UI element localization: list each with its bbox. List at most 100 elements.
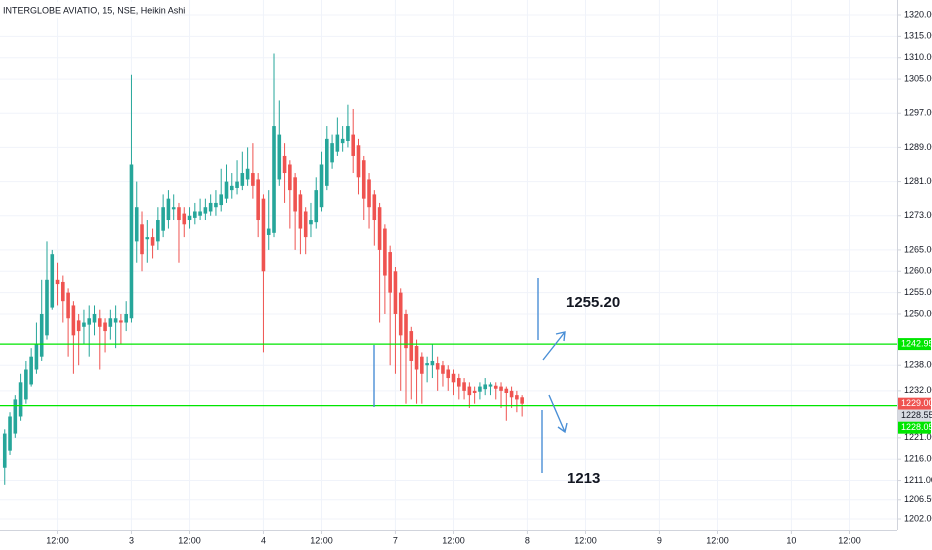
candle-body (367, 179, 371, 208)
candle-body (351, 134, 356, 156)
candle-body (166, 198, 171, 221)
candle-body (224, 181, 229, 199)
price-tag (898, 409, 931, 422)
candle-body (39, 313, 44, 357)
chart-title: INTERGLOBE AVIATIO, 15, NSE, Heikin Ashi (3, 5, 185, 15)
candle-body (383, 228, 387, 276)
candles (2, 53, 524, 485)
candle-body (134, 207, 139, 242)
price-tag-label: 1229.00 (901, 398, 932, 408)
candle-body (129, 164, 134, 319)
candle-body (462, 382, 466, 391)
candle-body (187, 215, 192, 221)
x-tick-label: 12:00 (46, 535, 69, 545)
y-tick-label: 1310.00 (904, 52, 932, 62)
x-tick-label: 12:00 (838, 535, 861, 545)
candle-body (177, 207, 181, 221)
candle-body (34, 343, 39, 370)
candle-body (87, 318, 92, 325)
x-tick-label: 12:00 (574, 535, 597, 545)
x-tick-label: 3 (129, 535, 134, 545)
candle-body (346, 126, 350, 141)
candle-body (282, 155, 287, 174)
candle-body (435, 363, 440, 370)
y-tick-label: 1250.00 (904, 308, 932, 318)
y-tick-label: 1297.00 (904, 108, 932, 118)
y-tick-label: 1202.00 (904, 513, 932, 523)
candle-body (483, 384, 487, 390)
candle-body (335, 134, 340, 152)
annotation: 1213 (567, 470, 600, 487)
candle-body (161, 207, 165, 231)
y-tick-label: 1255.00 (904, 287, 932, 297)
price-tag-label: 1242.95 (901, 338, 932, 348)
candle-body (414, 346, 419, 370)
candle-body (219, 194, 224, 206)
arrow-down (548, 394, 568, 434)
price-tag-label: 1228.05 (901, 422, 932, 432)
candle-body (103, 322, 107, 332)
y-tick-label: 1315.00 (904, 31, 932, 41)
candle-body (425, 363, 429, 366)
candle-body (108, 318, 113, 327)
candle-body (261, 198, 266, 272)
candle-body (251, 173, 255, 186)
candle-body (113, 318, 118, 323)
candle-body (229, 185, 234, 191)
candle-body (203, 207, 208, 214)
annotation: 1255.20 (566, 294, 620, 311)
y-tick-label: 1265.00 (904, 244, 932, 254)
x-tick-label: 12:00 (706, 535, 729, 545)
candle-body (314, 190, 319, 223)
y-axis-bg (897, 0, 932, 550)
candle-body (488, 384, 493, 387)
candle-body (325, 138, 329, 186)
candle-body (446, 369, 451, 379)
candle-body (520, 397, 524, 404)
candle-body (266, 228, 271, 235)
candle-body (156, 220, 160, 242)
candle-body (76, 320, 81, 332)
candle-body (272, 126, 276, 233)
candle-body (235, 181, 239, 188)
candle-body (319, 164, 324, 208)
x-tick-label: 12:00 (178, 535, 201, 545)
candle-body (361, 160, 366, 199)
candle-body (140, 224, 144, 255)
candle-body (340, 138, 345, 144)
y-tick-label: 1260.00 (904, 266, 932, 276)
candle-body (409, 331, 414, 361)
candle-body (29, 356, 33, 385)
candle-body (288, 164, 292, 191)
price-tag (898, 338, 931, 351)
x-axis-bg (0, 530, 932, 550)
candle-body (240, 173, 245, 186)
title-bg (0, 2, 160, 18)
candle-body (309, 220, 313, 225)
y-tick-label: 1211.00 (904, 475, 932, 485)
candle-body (451, 373, 456, 383)
candle-body (82, 322, 86, 327)
candle-body (193, 211, 197, 218)
candle-body (493, 385, 498, 389)
candle-body (214, 202, 218, 208)
candle-body (245, 168, 250, 180)
x-tick-label: 9 (657, 535, 662, 545)
x-tick-label: 12:00 (442, 535, 465, 545)
x-tick-label: 10 (786, 535, 796, 545)
candle-body (71, 305, 76, 336)
grid (0, 0, 897, 530)
candle-body (356, 145, 361, 178)
candle-body (509, 390, 514, 398)
candle-body (515, 395, 519, 400)
candle-body (92, 313, 97, 323)
candle-body (472, 390, 477, 393)
candle-body (298, 194, 303, 229)
y-tick-label: 1273.00 (904, 210, 932, 220)
candle-body (97, 318, 102, 327)
candle-body (150, 237, 155, 246)
candle-body (277, 134, 282, 180)
x-tick-label: 7 (393, 535, 398, 545)
